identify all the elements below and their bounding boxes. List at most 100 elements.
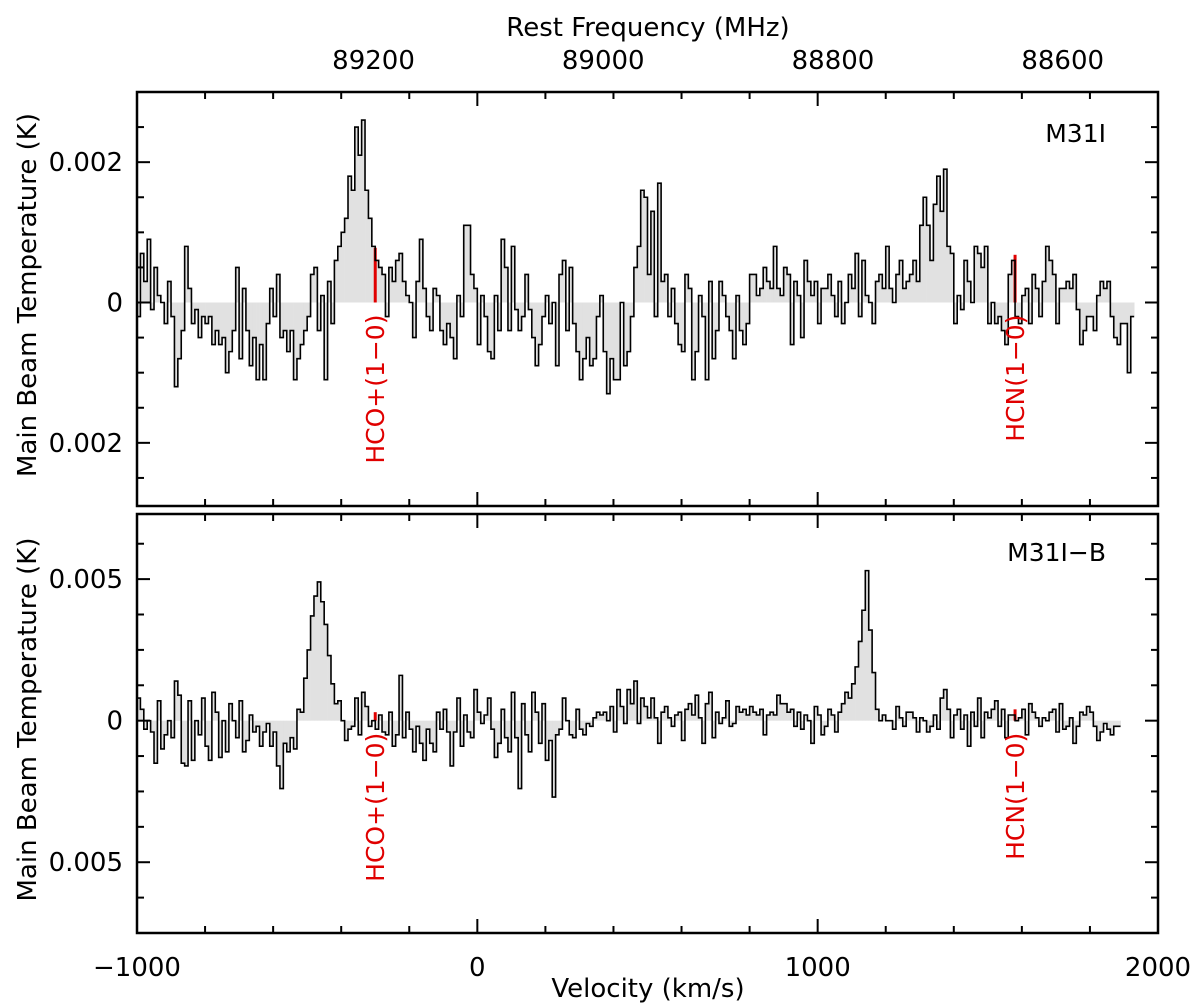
spectrum-channel-185 <box>766 715 771 721</box>
spectrum-channel-268 <box>1049 260 1053 303</box>
spectrum-channel-85 <box>426 302 431 317</box>
spectrum-channel-278 <box>1083 715 1087 721</box>
spectrum-channel-18 <box>198 720 203 735</box>
spectrum-channel-96 <box>463 225 468 303</box>
spectrum-channel-269 <box>1052 274 1057 303</box>
spectrum-channel-198 <box>810 720 815 744</box>
spectrum-channel-34 <box>252 720 257 732</box>
spectrum-channel-28 <box>232 302 237 331</box>
spectrum-channel-247 <box>977 253 982 303</box>
spectrum-channel-155 <box>664 274 669 303</box>
spectrum-channel-246 <box>974 246 978 303</box>
spectrum-channel-45 <box>290 302 294 331</box>
spectrum-channel-104 <box>490 302 495 359</box>
spectrum-channel-230 <box>919 717 924 721</box>
spectrum-channel-79 <box>405 712 410 721</box>
spectrum-channel-188 <box>776 288 781 303</box>
spectrum-channel-211 <box>855 253 859 303</box>
spectrum-channel-289 <box>1120 302 1125 324</box>
panel-top-frame <box>135 90 1160 508</box>
spectrum-channel-261 <box>1025 720 1030 735</box>
spectrum-channel-13 <box>181 720 185 764</box>
spectrum-channel-96 <box>463 715 468 721</box>
spectrum-channel-149 <box>644 706 648 721</box>
spectrum-channel-201 <box>821 288 825 303</box>
spectrum-channel-243 <box>964 260 968 303</box>
spectrum-channel-161 <box>684 274 689 303</box>
spectrum-channel-213 <box>861 260 866 303</box>
spectrum-channel-68 <box>368 720 373 727</box>
spectrum-channel-216 <box>872 302 876 324</box>
spectrum-channel-291 <box>1127 302 1132 373</box>
spectrum-channel-176 <box>735 706 740 721</box>
spectrum-channel-115 <box>528 720 533 752</box>
spectrum-channel-0 <box>137 698 141 721</box>
spectrum-channel-126 <box>565 302 570 331</box>
spectrum-channel-251 <box>991 709 995 721</box>
spectrum-channel-30 <box>239 302 243 359</box>
spectrum-channel-102 <box>484 302 488 317</box>
spectrum-channel-164 <box>695 695 699 721</box>
spectrum-channel-207 <box>841 703 846 721</box>
spectrum-channel-169 <box>712 302 716 359</box>
spectrum-channel-235 <box>936 176 941 303</box>
spectrum-channel-157 <box>671 720 676 727</box>
spectrum-channel-199 <box>814 281 819 303</box>
spectrum-channel-19 <box>201 698 206 721</box>
x-axis-title: Velocity (km/s) <box>551 974 744 1004</box>
spectrum-channel-197 <box>807 281 812 303</box>
spectrum-channel-100 <box>477 712 482 721</box>
spectrum-channel-133 <box>589 720 594 727</box>
spectrum-channel-8 <box>164 302 168 324</box>
spectrum-channel-92 <box>450 720 454 766</box>
spectrum-channel-282 <box>1096 720 1101 741</box>
spectrum-channel-37 <box>262 302 267 380</box>
spectrum-channel-70 <box>375 720 379 730</box>
spectrum-channel-91 <box>446 302 451 324</box>
spectrum-channel-286 <box>1110 302 1115 317</box>
spectrum-channel-277 <box>1079 302 1084 345</box>
spectrum-channel-167 <box>705 703 710 721</box>
spectrum-channel-93 <box>453 302 458 359</box>
panel-bottom-frame <box>135 512 1160 935</box>
spectrum-channel-280 <box>1089 712 1094 721</box>
spectrum-channel-223 <box>895 706 900 721</box>
spectrum-channel-156 <box>667 302 672 317</box>
spectrum-channel-114 <box>524 274 529 303</box>
spectrum-channel-109 <box>507 302 512 331</box>
spectrum-channel-215 <box>868 630 873 721</box>
spectrum-channel-14 <box>184 720 189 766</box>
spectrum-channel-66 <box>361 120 366 303</box>
spectrum-channel-249 <box>984 246 989 303</box>
spectrum-channel-140 <box>613 720 618 732</box>
spectrum-channel-42 <box>279 720 284 789</box>
spectrum-channel-176 <box>735 295 740 303</box>
spectrum-channel-201 <box>821 720 825 735</box>
spectrum-channel-238 <box>946 246 951 303</box>
spectrum-channel-250 <box>987 302 992 324</box>
spectrum-channel-266 <box>1042 281 1047 303</box>
spectrum-channel-153 <box>657 183 662 303</box>
spectrum-channel-15 <box>188 700 192 721</box>
spectrum-channel-274 <box>1069 288 1074 303</box>
spectrum-channel-185 <box>766 281 771 303</box>
spectrum-channel-63 <box>351 190 356 303</box>
panel-bottom-label: M31I−B <box>1007 538 1106 567</box>
spectrum-channel-117 <box>535 302 539 366</box>
spectrum-channel-78 <box>402 281 407 303</box>
spectrum-channel-152 <box>654 302 659 317</box>
spectrum-channel-12 <box>177 695 182 721</box>
spectrum-channel-223 <box>895 274 900 303</box>
spectrum-channel-202 <box>824 288 829 303</box>
spectrum-channel-116 <box>531 692 536 721</box>
spectrum-channel-189 <box>780 295 784 303</box>
spectrum-channel-256 <box>1008 274 1012 303</box>
spectrum-channel-93 <box>453 720 458 732</box>
spectrum-channel-33 <box>249 715 254 721</box>
spectrum-channel-42 <box>279 302 284 338</box>
spectrum-channel-262 <box>1028 302 1033 324</box>
spectrum-channel-15 <box>188 288 192 303</box>
spectrum-channel-136 <box>599 715 604 721</box>
spectrum-channel-97 <box>467 720 471 732</box>
spectrum-channel-227 <box>909 274 914 303</box>
